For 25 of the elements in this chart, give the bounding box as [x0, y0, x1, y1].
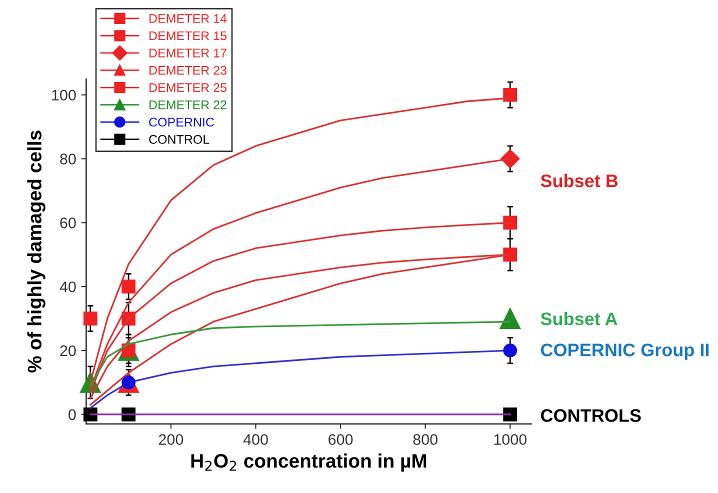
- legend-label: DEMETER 22: [150, 100, 226, 110]
- text: Subset B: [540, 174, 618, 188]
- y-tick-label: 60: [60, 218, 76, 228]
- x-tick-label: 800: [413, 434, 438, 445]
- text: CONTROLS: [540, 409, 641, 422]
- y-tick-label: 0: [68, 409, 76, 420]
- legend-label: DEMETER 14: [150, 14, 227, 23]
- legend-label: DEMETER 25: [150, 83, 226, 92]
- text: Subset A: [540, 312, 618, 326]
- legend-label: DEMETER 23: [150, 66, 226, 75]
- text: COPERNIC Group II: [540, 344, 709, 360]
- x-tick-label: 600: [328, 434, 353, 445]
- y-tick-label: 20: [60, 345, 76, 356]
- y-tick-label: 40: [60, 281, 76, 292]
- x-tick-label: 200: [158, 434, 184, 445]
- y-tick-label: 80: [60, 154, 76, 164]
- x-axis-title: H$_{2}$O$_{2}$ concentration in µM: [191, 454, 426, 472]
- y-axis-title: % of highly damaged cells: [27, 130, 46, 372]
- x-tick-label: 400: [243, 434, 268, 445]
- y-tick-label: 100: [52, 90, 76, 101]
- legend-label: DEMETER 15: [150, 31, 226, 40]
- legend-label: COPERNIC: [149, 118, 214, 127]
- legend-label: CONTROL: [149, 134, 210, 144]
- legend-label: DEMETER 17: [150, 48, 226, 58]
- x-tick-label: 1000: [494, 434, 527, 445]
